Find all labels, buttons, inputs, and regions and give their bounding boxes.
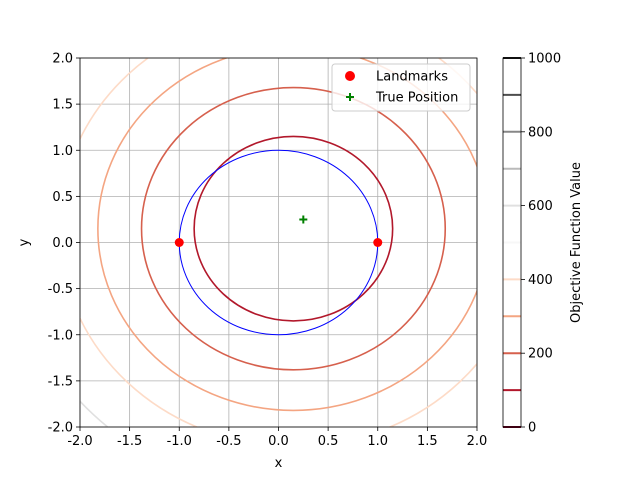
true-position-point <box>299 215 308 224</box>
contour-line-300 <box>97 58 477 412</box>
landmark-point-0 <box>174 238 184 247</box>
x-tick-label-8: 2.0 <box>467 434 488 449</box>
y-tick-label-2: -1.0 <box>48 328 73 343</box>
colorbar: 0 200 400 600 800 1000 Objective Function Val… <box>502 52 584 436</box>
contour-line-200 <box>140 86 447 371</box>
y-axis-ticks: -2.0 -1.5 -1.0 -0.5 0.0 0.5 1.0 1.5 2.0 <box>48 52 80 436</box>
legend-landmarks-marker <box>345 71 355 81</box>
x-tick-label-4: 0.0 <box>268 434 289 449</box>
x-tick-label-7: 1.5 <box>417 434 438 449</box>
x-tick-label-3: -0.5 <box>216 434 241 449</box>
colorbar-ticks: 0 200 400 600 800 1000 <box>521 52 561 436</box>
legend-true-position-marker <box>346 93 354 101</box>
grid-lines <box>79 57 478 428</box>
x-tick-label-1: -1.5 <box>117 434 142 449</box>
legend-true-position-label: True Position <box>375 91 458 106</box>
colorbar-label: Objective Function Value <box>569 162 584 323</box>
colorbar-tick-label-5: 1000 <box>528 52 561 67</box>
colorbar-tick-label-2: 400 <box>528 273 553 288</box>
data-points <box>174 215 383 247</box>
x-axis-label: x <box>275 456 283 471</box>
y-tick-label-7: 1.5 <box>52 98 73 113</box>
y-tick-label-5: 0.5 <box>52 190 73 205</box>
colorbar-level-lines <box>503 57 521 428</box>
x-tick-label-6: 1.0 <box>367 434 388 449</box>
x-tick-label-5: 0.5 <box>318 434 339 449</box>
x-tick-label-2: -1.0 <box>167 434 192 449</box>
y-axis-label: y <box>17 238 32 246</box>
y-tick-label-3: -0.5 <box>48 282 73 297</box>
colorbar-tick-label-0: 0 <box>528 421 536 436</box>
legend-landmarks-label: Landmarks <box>376 70 448 85</box>
legend-box <box>331 63 471 112</box>
legend: Landmarks True Position <box>331 63 471 112</box>
x-tick-label-0: -2.0 <box>67 434 92 449</box>
colorbar-tick-label-1: 200 <box>528 347 553 362</box>
colorbar-tick-label-3: 600 <box>528 199 553 214</box>
y-tick-label-1: -1.5 <box>48 374 73 389</box>
y-tick-label-4: 0.0 <box>52 236 73 251</box>
x-axis-ticks: -2.0 -1.5 -1.0 -0.5 0.0 0.5 1.0 1.5 2.0 <box>67 427 487 449</box>
y-tick-label-0: -2.0 <box>48 421 73 436</box>
landmark-point-1 <box>373 238 383 247</box>
y-tick-label-6: 1.0 <box>52 144 73 159</box>
contour-line-600 <box>80 400 109 427</box>
contour-line-100 <box>193 135 394 322</box>
y-tick-label-8: 2.0 <box>52 52 73 67</box>
contour-lines <box>80 58 477 427</box>
colorbar-frame <box>502 57 522 428</box>
colorbar-tick-label-4: 800 <box>528 125 553 140</box>
